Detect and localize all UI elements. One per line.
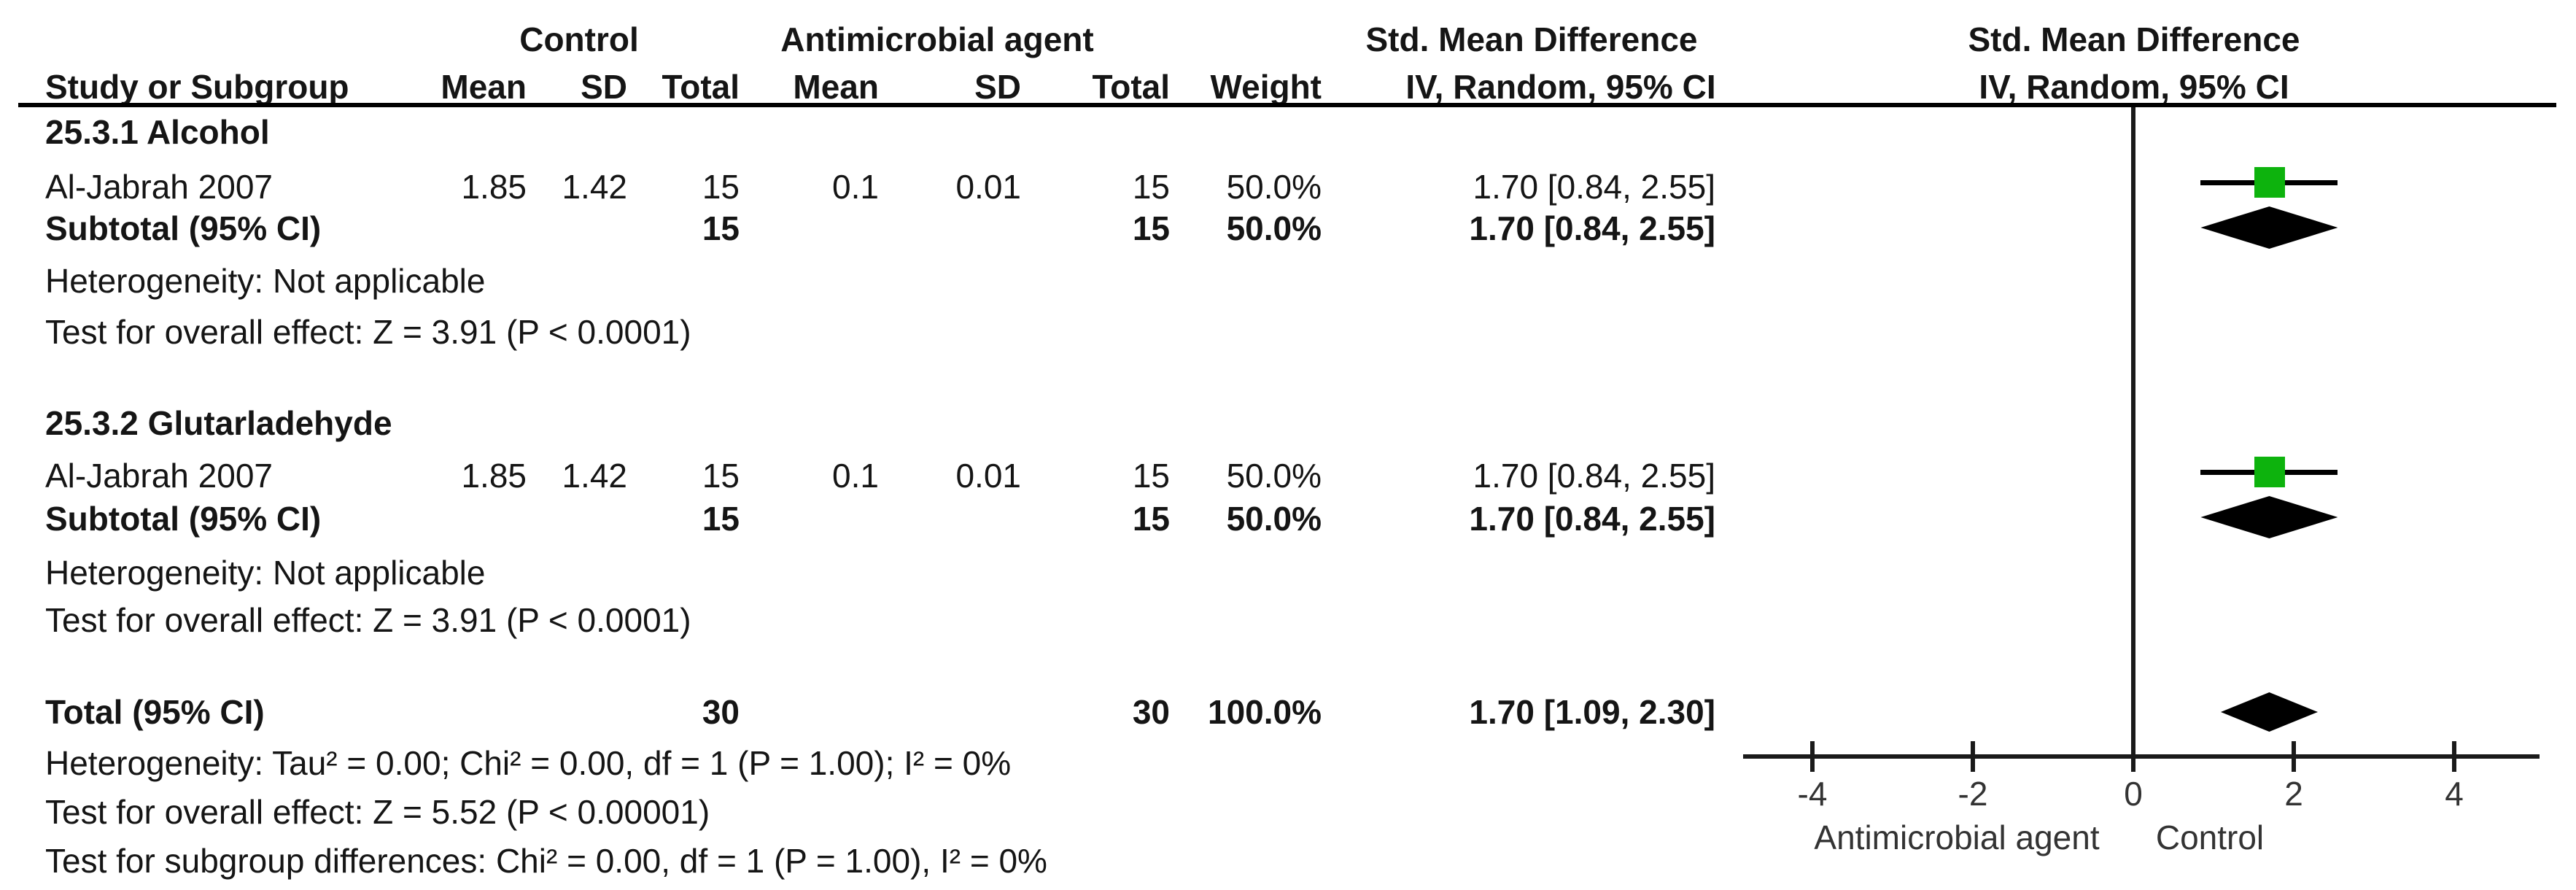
subtotal-label: Subtotal (95% CI) (45, 500, 322, 538)
summary-diamond (2220, 692, 2318, 732)
col-sd-c-header: SD (581, 68, 627, 106)
subtotal-total-c: 15 (702, 500, 740, 538)
study-total-t: 15 (1132, 168, 1170, 206)
plot-ci-header: IV, Random, 95% CI (1979, 68, 2289, 106)
study-ci-text: 1.70 [0.84, 2.55] (1473, 457, 1716, 495)
col-total-c-header: Total (662, 68, 740, 106)
study-label: Al-Jabrah 2007 (45, 457, 273, 495)
subtotal-label: Subtotal (95% CI) (45, 209, 322, 247)
total-total-c: 30 (702, 693, 740, 731)
x-axis-line (1743, 754, 2540, 759)
x-axis-tick (1971, 741, 1975, 772)
col-mean-c-header: Mean (441, 68, 527, 106)
subgroup-title: 25.3.1 Alcohol (45, 113, 270, 151)
x-axis-tick-label: -2 (1958, 775, 1988, 813)
subtotal-weight: 50.0% (1226, 500, 1322, 538)
x-axis-tick (2292, 741, 2296, 772)
point-estimate-square (2254, 457, 2285, 487)
col-study-header: Study or Subgroup (45, 68, 349, 106)
study-sd-c: 1.42 (562, 168, 627, 206)
null-effect-line (2131, 107, 2135, 759)
heterogeneity-note: Heterogeneity: Not applicable (45, 262, 486, 300)
header-divider (18, 103, 2556, 107)
control-group-header: Control (519, 20, 639, 58)
study-mean-c: 1.85 (461, 457, 527, 495)
x-axis-tick-label: 4 (2445, 775, 2464, 813)
study-total-t: 15 (1132, 457, 1170, 495)
study-weight: 50.0% (1226, 168, 1322, 206)
study-sd-t: 0.01 (955, 457, 1021, 495)
x-axis-tick (2131, 741, 2135, 772)
x-axis-tick-label: -4 (1797, 775, 1828, 813)
point-estimate-square (2254, 167, 2285, 198)
subtotal-total-t: 15 (1132, 500, 1170, 538)
study-total-c: 15 (702, 168, 740, 206)
study-mean-t: 0.1 (832, 168, 879, 206)
col-total-t-header: Total (1092, 68, 1170, 106)
smd-column-header: Std. Mean Difference (1365, 20, 1698, 58)
total-ci-text: 1.70 [1.09, 2.30] (1469, 693, 1715, 731)
subgroup-title: 25.3.2 Glutarladehyde (45, 404, 392, 442)
x-axis-tick-label: 2 (2284, 775, 2303, 813)
study-mean-c: 1.85 (461, 168, 527, 206)
study-weight: 50.0% (1226, 457, 1322, 495)
study-label: Al-Jabrah 2007 (45, 168, 273, 206)
col-weight-header: Weight (1210, 68, 1322, 106)
summary-diamond (2200, 206, 2338, 249)
x-axis-tick (1810, 741, 1815, 772)
study-sd-c: 1.42 (562, 457, 627, 495)
total-heterogeneity-note: Heterogeneity: Tau² = 0.00; Chi² = 0.00,… (45, 744, 1012, 782)
col-ci-header: IV, Random, 95% CI (1405, 68, 1716, 106)
overall-effect-note: Test for overall effect: Z = 3.91 (P < 0… (45, 601, 691, 639)
col-mean-t-header: Mean (793, 68, 879, 106)
x-axis-right-label: Control (2155, 819, 2265, 856)
x-axis-tick-label: 0 (2124, 775, 2143, 813)
heterogeneity-note: Heterogeneity: Not applicable (45, 554, 486, 592)
summary-diamond (2200, 496, 2338, 538)
overall-effect-note: Test for overall effect: Z = 3.91 (P < 0… (45, 313, 691, 351)
x-axis-tick (2452, 741, 2456, 772)
total-overall-effect-note: Test for overall effect: Z = 5.52 (P < 0… (45, 793, 710, 831)
subtotal-total-t: 15 (1132, 209, 1170, 247)
subtotal-ci-text: 1.70 [0.84, 2.55] (1469, 500, 1715, 538)
x-axis-left-label: Antimicrobial agent (1814, 819, 2100, 856)
total-total-t: 30 (1132, 693, 1170, 731)
subgroup-differences-note: Test for subgroup differences: Chi² = 0.… (45, 842, 1047, 880)
col-sd-t-header: SD (974, 68, 1021, 106)
treatment-group-header: Antimicrobial agent (780, 20, 1094, 58)
study-total-c: 15 (702, 457, 740, 495)
study-ci-text: 1.70 [0.84, 2.55] (1473, 168, 1716, 206)
subtotal-weight: 50.0% (1226, 209, 1322, 247)
subtotal-total-c: 15 (702, 209, 740, 247)
smd-plot-header: Std. Mean Difference (1968, 20, 2300, 58)
total-label: Total (95% CI) (45, 693, 265, 731)
total-weight: 100.0% (1207, 693, 1322, 731)
study-mean-t: 0.1 (832, 457, 879, 495)
study-sd-t: 0.01 (955, 168, 1021, 206)
subtotal-ci-text: 1.70 [0.84, 2.55] (1469, 209, 1715, 247)
